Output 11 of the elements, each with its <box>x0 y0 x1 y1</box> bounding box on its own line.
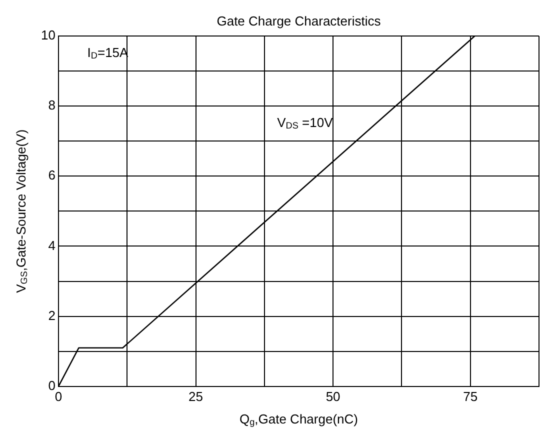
y-tick-label: 0 <box>48 378 56 393</box>
y-tick-label: 6 <box>48 168 56 183</box>
y-axis-title: VGS,Gate-Source Voltage(V) <box>14 129 30 293</box>
x-tick-label: 25 <box>188 388 203 404</box>
x-tick-label: 50 <box>326 388 340 404</box>
y-tick-label: 4 <box>48 238 56 253</box>
y-tick-label: 10 <box>40 28 56 43</box>
chart-title: Gate Charge Characteristics <box>216 14 382 29</box>
y-tick-label: 8 <box>48 98 56 113</box>
x-tick-label: 75 <box>463 388 478 404</box>
y-tick-label: 2 <box>48 308 56 323</box>
